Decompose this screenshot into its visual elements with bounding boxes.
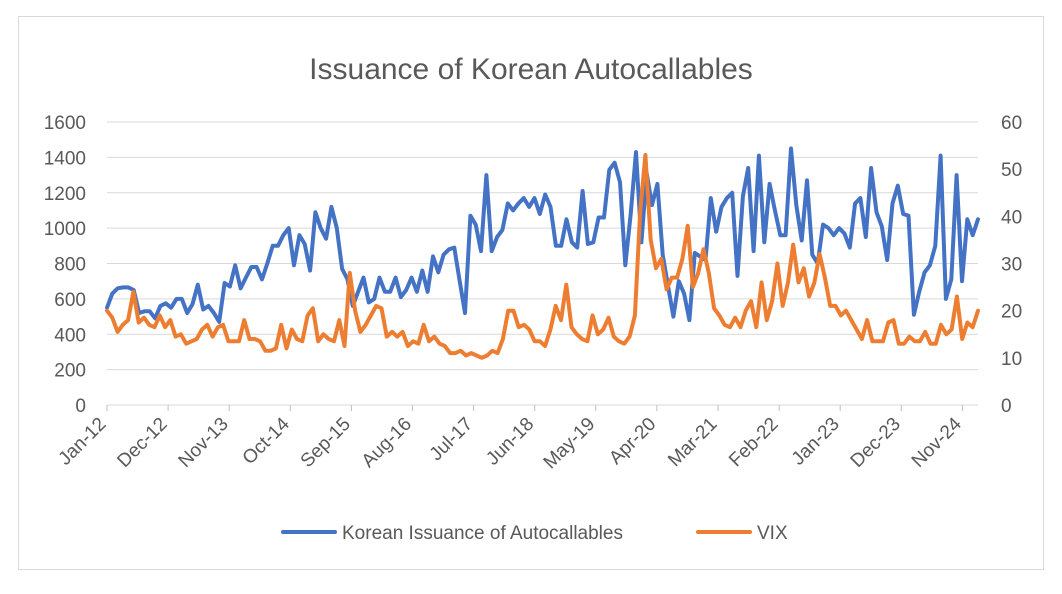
left-tick-label: 1600	[44, 113, 86, 134]
x-tick-label: Dec-12	[113, 414, 171, 472]
series-line-issuance	[105, 146, 980, 324]
right-tick-label: 40	[1001, 207, 1022, 228]
legend-label-issuance: Korean Issuance of Autocallables	[342, 523, 623, 544]
x-tick-label: Nov-13	[175, 414, 233, 472]
left-axis-ticks: 0 200 400 600 800 1000 1200 1400 1600	[44, 113, 86, 417]
x-tick-label: Oct-14	[239, 413, 294, 468]
left-tick-label: 1400	[44, 148, 86, 169]
x-tick-label: Jan-12	[55, 414, 111, 470]
x-tick-label: Sep-15	[297, 414, 355, 472]
legend-label-vix: VIX	[757, 523, 788, 544]
left-tick-label: 800	[54, 255, 86, 276]
left-tick-label: 1000	[44, 219, 86, 240]
left-tick-label: 400	[54, 325, 86, 346]
x-tick-label: Apr-20	[605, 414, 660, 469]
x-tick-label: Feb-22	[725, 414, 782, 471]
left-tick-label: 0	[75, 396, 86, 417]
x-tick-label: Jan-23	[788, 414, 844, 470]
left-tick-label: 1200	[44, 184, 86, 205]
series-lines	[105, 146, 980, 360]
x-axis: Jan-12 Dec-12 Nov-13 Oct-14 Sep-15 Aug-16 Jul-…	[55, 405, 966, 474]
right-tick-label: 20	[1001, 302, 1022, 323]
x-tick-label: Jul-17	[426, 414, 477, 465]
gridlines	[107, 121, 978, 406]
right-tick-label: 60	[1001, 113, 1022, 134]
x-tick-label: Jun-18	[482, 414, 538, 470]
left-tick-label: 600	[54, 290, 86, 311]
x-tick-label: Nov-24	[908, 413, 966, 471]
right-tick-label: 0	[1001, 396, 1012, 417]
legend: Korean Issuance of Autocallables VIX	[281, 523, 788, 544]
series-line-vix	[105, 153, 980, 360]
right-tick-label: 10	[1001, 349, 1022, 370]
right-axis-ticks: 0 10 20 30 40 50 60	[1001, 113, 1022, 417]
x-tick-label: Aug-16	[358, 414, 416, 472]
left-tick-label: 200	[54, 361, 86, 382]
x-tick-label: Mar-21	[664, 414, 721, 471]
right-tick-label: 30	[1001, 255, 1022, 276]
x-tick-label: Dec-23	[847, 414, 905, 472]
chart-frame	[18, 16, 1044, 570]
x-tick-label: May-19	[540, 414, 600, 474]
right-tick-label: 50	[1001, 160, 1022, 181]
chart-title: Issuance of Korean Autocallables	[309, 53, 753, 86]
